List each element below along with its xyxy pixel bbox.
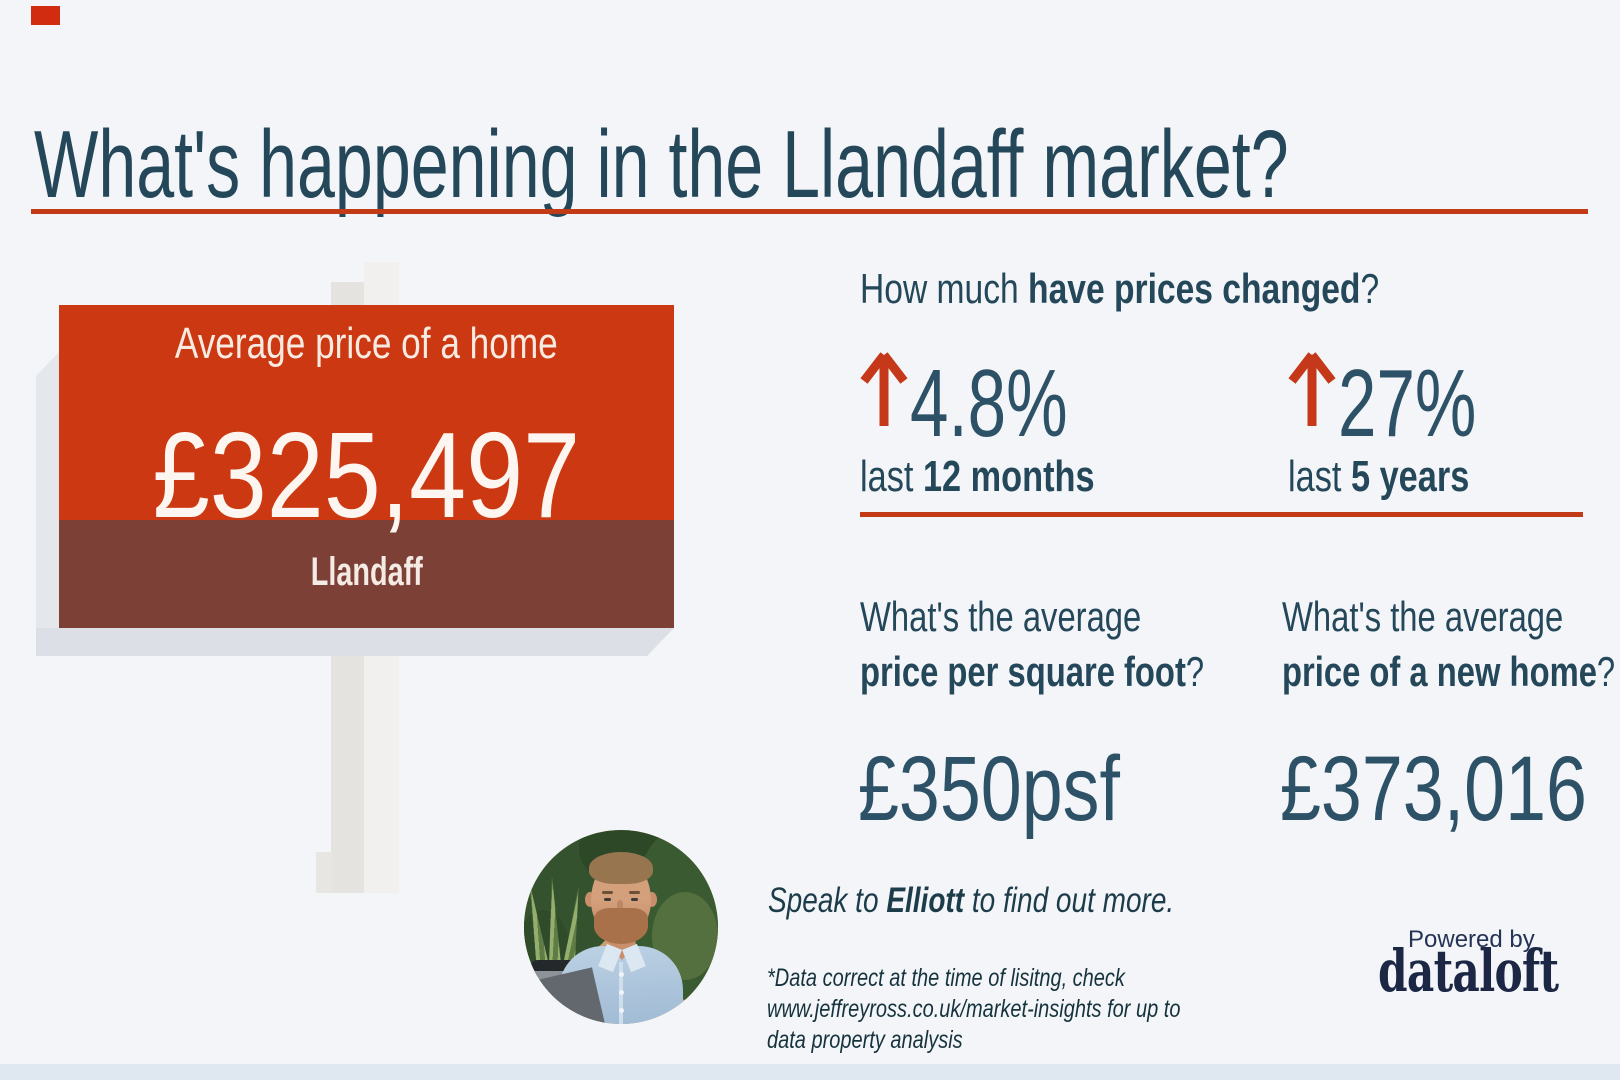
- stat-5-years-label: last 5 years: [1288, 452, 1470, 501]
- agent-nose: [617, 900, 623, 912]
- page-title: What's happening in the Llandaff market?: [34, 111, 1289, 218]
- stat-12-months-label: last 12 months: [860, 452, 1095, 501]
- shirt-button: [618, 972, 624, 977]
- powered-by-label: Powered by: [1408, 926, 1535, 953]
- agent-ear: [647, 892, 657, 907]
- price-sign-area-band: [59, 520, 674, 628]
- up-arrow-icon: [1288, 352, 1336, 426]
- psf-value: £350psf: [858, 738, 1120, 840]
- speak-to-agent-line: Speak to Elliott to find out more.: [768, 881, 1175, 920]
- data-disclaimer: *Data correct at the time of lisitng, ch…: [767, 964, 1181, 1054]
- up-arrow-icon: [860, 352, 908, 426]
- agent-eye: [631, 898, 638, 901]
- shirt-button: [618, 990, 624, 995]
- title-underline: [31, 209, 1588, 214]
- agent-ear: [585, 892, 595, 907]
- average-price-value: £325,497: [152, 407, 581, 543]
- new-home-value: £373,016: [1280, 738, 1587, 840]
- sign-shadow-bottom: [36, 628, 674, 656]
- stat-5-years-value: 27%: [1338, 350, 1477, 457]
- agent-eyebrow: [602, 891, 613, 894]
- sign-shadow-left: [36, 352, 59, 628]
- bottom-accent-bar: [0, 1064, 1620, 1080]
- agent-beard: [594, 908, 648, 944]
- price-change-heading: How much have prices changed?: [860, 265, 1380, 312]
- stat-12-months-value: 4.8%: [910, 350, 1068, 457]
- dataloft-logo: dataloft: [1378, 937, 1559, 1005]
- agent-photo: [524, 830, 718, 1024]
- agent-eyebrow: [629, 891, 640, 894]
- section-divider: [860, 512, 1583, 517]
- agent-hair: [589, 852, 653, 884]
- psf-question: What's the average price per square foot…: [860, 593, 1205, 695]
- average-price-label: Average price of a home: [175, 319, 558, 368]
- shirt-button: [618, 1008, 624, 1013]
- price-sign-panel: [59, 305, 674, 520]
- new-home-question: What's the average price of a new home?: [1282, 593, 1616, 695]
- corner-accent-mark: [31, 6, 60, 25]
- area-name: Llandaff: [310, 550, 423, 594]
- agent-eye: [604, 898, 611, 901]
- price-sign: Average price of a home £325,497 Llandaf…: [59, 305, 674, 628]
- sign-post-foot-shadow: [316, 852, 332, 893]
